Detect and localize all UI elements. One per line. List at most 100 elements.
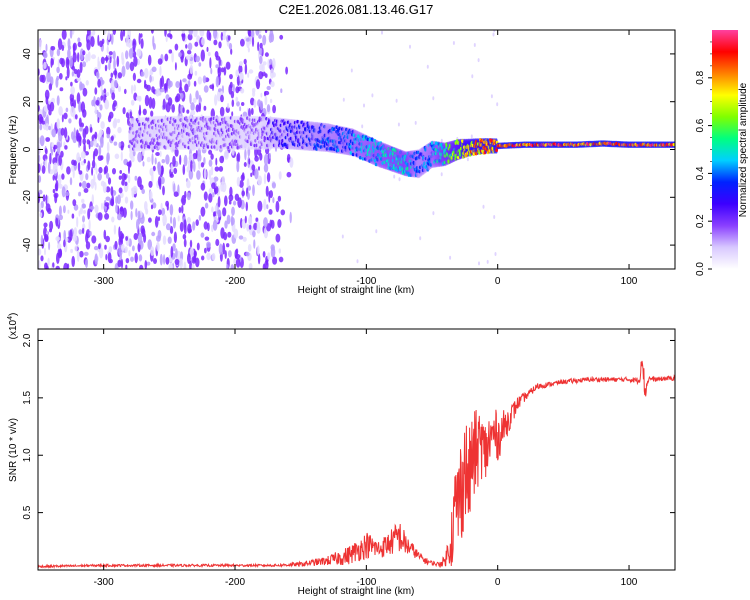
- noise-speckle: [58, 205, 62, 217]
- y-tick-label: 2.0: [22, 333, 33, 347]
- noise-speckle: [194, 41, 199, 47]
- noise-speckle: [471, 74, 474, 79]
- noise-speckle: [261, 71, 266, 77]
- noise-speckle: [134, 175, 138, 181]
- spectrogram-plot-area: [38, 30, 675, 269]
- noise-speckle: [209, 57, 212, 69]
- x-tick-label: -100: [356, 577, 376, 588]
- noise-speckle: [195, 219, 199, 227]
- noise-speckle: [91, 99, 95, 107]
- noise-speckle: [85, 259, 88, 268]
- noise-speckle: [47, 257, 50, 267]
- noise-speckle: [86, 139, 90, 145]
- noise-speckle: [44, 247, 46, 256]
- noise-speckle: [178, 86, 183, 94]
- noise-speckle: [132, 40, 136, 53]
- noise-speckle: [109, 56, 112, 64]
- noise-speckle: [191, 263, 195, 269]
- noise-speckle: [70, 106, 75, 117]
- x-tick-label: 0: [495, 577, 501, 588]
- noise-speckle: [220, 94, 224, 103]
- noise-speckle: [146, 84, 151, 92]
- y-tick-label: -20: [22, 190, 33, 205]
- noise-speckle: [187, 159, 191, 171]
- noise-speckle: [255, 217, 259, 222]
- noise-speckle: [167, 33, 172, 38]
- noise-speckle: [258, 166, 260, 171]
- noise-speckle: [381, 30, 383, 35]
- noise-speckle: [116, 194, 121, 205]
- noise-speckle: [61, 114, 64, 123]
- noise-speckle: [125, 258, 130, 264]
- noise-speckle: [247, 244, 252, 252]
- noise-speckle: [68, 118, 72, 124]
- noise-speckle: [220, 181, 224, 192]
- noise-speckle: [175, 248, 178, 258]
- noise-speckle: [98, 166, 103, 174]
- noise-speckle: [103, 166, 107, 175]
- noise-speckle: [432, 96, 435, 101]
- noise-speckle: [231, 111, 234, 117]
- noise-speckle: [278, 171, 282, 180]
- noise-speckle: [208, 187, 214, 194]
- noise-speckle: [132, 72, 136, 81]
- noise-speckle: [52, 174, 55, 181]
- noise-speckle: [206, 46, 209, 52]
- noise-speckle: [224, 250, 227, 259]
- noise-speckle: [190, 102, 195, 112]
- noise-speckle: [148, 96, 153, 109]
- noise-speckle: [150, 246, 155, 256]
- noise-speckle: [167, 236, 172, 244]
- noise-speckle: [39, 123, 43, 131]
- noise-speckle: [204, 247, 207, 254]
- noise-speckle: [236, 176, 241, 187]
- noise-speckle: [247, 72, 250, 78]
- noise-speckle: [73, 99, 76, 109]
- noise-speckle: [92, 30, 96, 36]
- x-tick-label: -300: [94, 577, 114, 588]
- noise-speckle: [264, 95, 268, 106]
- noise-speckle: [91, 166, 94, 176]
- noise-speckle: [76, 216, 79, 228]
- noise-speckle: [66, 59, 70, 65]
- noise-speckle: [234, 249, 238, 259]
- noise-speckle: [198, 214, 202, 221]
- noise-speckle: [236, 74, 240, 87]
- noise-speckle: [58, 73, 63, 80]
- noise-speckle: [60, 150, 64, 158]
- noise-speckle: [169, 225, 174, 234]
- noise-speckle: [86, 39, 91, 51]
- noise-speckle: [63, 239, 66, 248]
- noise-speckle: [155, 152, 161, 156]
- noise-speckle: [187, 223, 192, 234]
- noise-speckle: [42, 161, 46, 166]
- noise-speckle: [262, 251, 266, 258]
- noise-speckle: [147, 239, 152, 251]
- spectrogram-y-axis-title: Frequency (Hz): [8, 116, 19, 185]
- noise-speckle: [225, 106, 230, 113]
- snr-y-axis: 0.5 1.0 1.5 2.0: [22, 333, 675, 520]
- noise-speckle: [235, 258, 241, 268]
- noise-speckle: [477, 58, 480, 63]
- noise-speckle: [106, 45, 109, 54]
- noise-speckle: [49, 101, 55, 112]
- noise-speckle: [157, 161, 161, 173]
- noise-speckle: [246, 37, 250, 42]
- noise-speckle: [289, 157, 294, 168]
- noise-speckle: [91, 159, 96, 169]
- noise-speckle: [186, 217, 191, 224]
- noise-speckle: [108, 60, 111, 71]
- noise-speckle: [46, 114, 49, 122]
- noise-speckle: [277, 219, 282, 228]
- noise-speckle: [98, 243, 101, 250]
- noise-speckle: [73, 227, 78, 237]
- noise-speckle: [492, 32, 495, 37]
- noise-speckle: [210, 153, 214, 160]
- noise-speckle: [45, 123, 49, 131]
- noise-speckle: [144, 79, 147, 88]
- noise-speckle: [48, 125, 51, 131]
- noise-speckle: [247, 30, 251, 37]
- noise-speckle: [56, 118, 60, 130]
- noise-speckle: [426, 64, 429, 69]
- noise-speckle: [114, 153, 120, 160]
